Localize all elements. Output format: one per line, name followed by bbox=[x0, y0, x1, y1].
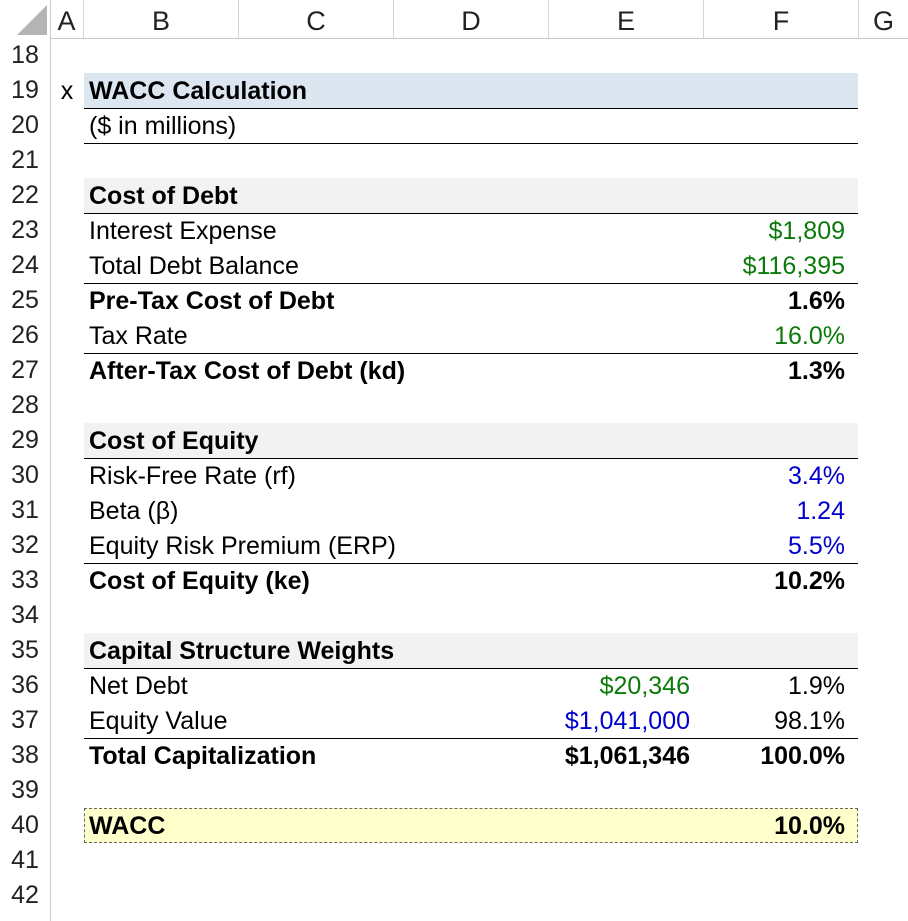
risk-free-rate-value[interactable]: 3.4% bbox=[788, 462, 845, 490]
cost-of-debt-band bbox=[84, 178, 858, 213]
row-header[interactable]: 25 bbox=[11, 286, 39, 314]
capital-structure-header[interactable]: Capital Structure Weights bbox=[89, 637, 395, 665]
row-header[interactable]: 22 bbox=[11, 181, 39, 209]
cost-of-equity-label[interactable]: Cost of Equity (ke) bbox=[89, 567, 310, 595]
marker-x[interactable]: x bbox=[60, 77, 74, 105]
aftertax-cost-label[interactable]: After-Tax Cost of Debt (kd) bbox=[89, 357, 406, 385]
row-header[interactable]: 28 bbox=[11, 391, 39, 419]
row-header[interactable]: 42 bbox=[11, 881, 39, 909]
row-header[interactable]: 34 bbox=[11, 601, 39, 629]
equity-value-amount[interactable]: $1,041,000 bbox=[564, 707, 690, 735]
total-capitalization-label[interactable]: Total Capitalization bbox=[89, 742, 317, 770]
row-header[interactable]: 32 bbox=[11, 531, 39, 559]
rule-pretax-top bbox=[84, 283, 858, 284]
net-debt-amount[interactable]: $20,346 bbox=[599, 672, 690, 700]
column-header-d[interactable]: D bbox=[394, 0, 549, 38]
cost-of-debt-header[interactable]: Cost of Debt bbox=[89, 182, 238, 210]
row-header[interactable]: 26 bbox=[11, 321, 39, 349]
row-header[interactable]: 24 bbox=[11, 251, 39, 279]
select-all-triangle-icon bbox=[17, 5, 47, 35]
row-header[interactable]: 19 bbox=[11, 76, 39, 104]
total-debt-value[interactable]: $116,395 bbox=[742, 252, 845, 280]
units-note[interactable]: ($ in millions) bbox=[89, 112, 237, 140]
rule-total-top bbox=[84, 738, 858, 739]
beta-value[interactable]: 1.24 bbox=[796, 497, 845, 525]
aftertax-cost-value[interactable]: 1.3% bbox=[788, 357, 845, 385]
tax-rate-value[interactable]: 16.0% bbox=[774, 322, 845, 350]
row-header[interactable]: 39 bbox=[11, 776, 39, 804]
row-header[interactable]: 37 bbox=[11, 706, 39, 734]
row-header[interactable]: 23 bbox=[11, 216, 39, 244]
cost-of-equity-value[interactable]: 10.2% bbox=[774, 567, 845, 595]
wacc-value[interactable]: 10.0% bbox=[774, 812, 845, 840]
beta-label[interactable]: Beta (β) bbox=[89, 497, 179, 525]
rule-title-bottom bbox=[84, 108, 858, 109]
row-header[interactable]: 36 bbox=[11, 671, 39, 699]
cost-of-equity-band bbox=[84, 423, 858, 458]
row-header[interactable]: 20 bbox=[11, 111, 39, 139]
row-header[interactable]: 30 bbox=[11, 461, 39, 489]
page-title[interactable]: WACC Calculation bbox=[89, 77, 308, 105]
rule-ke-top bbox=[84, 563, 858, 564]
column-header-f[interactable]: F bbox=[704, 0, 859, 38]
wacc-label[interactable]: WACC bbox=[89, 812, 166, 840]
title-band bbox=[84, 73, 858, 108]
row-header[interactable]: 29 bbox=[11, 426, 39, 454]
column-header-c[interactable]: C bbox=[239, 0, 394, 38]
rule-aftertax-top bbox=[84, 353, 858, 354]
row-header[interactable]: 41 bbox=[11, 846, 39, 874]
equity-value-weight[interactable]: 98.1% bbox=[774, 707, 845, 735]
capital-structure-band bbox=[84, 633, 858, 668]
row-header[interactable]: 18 bbox=[11, 41, 39, 69]
rule-subtitle-bottom bbox=[84, 143, 858, 144]
pretax-cost-value[interactable]: 1.6% bbox=[788, 287, 845, 315]
rule-debt-header-bottom bbox=[84, 213, 858, 214]
row-header[interactable]: 27 bbox=[11, 356, 39, 384]
total-capitalization-amount[interactable]: $1,061,346 bbox=[564, 742, 690, 770]
row-header[interactable]: 33 bbox=[11, 566, 39, 594]
select-all-corner[interactable] bbox=[0, 0, 51, 38]
interest-expense-value[interactable]: $1,809 bbox=[768, 217, 845, 245]
column-header-bar: A B C D E F G bbox=[0, 0, 908, 39]
column-header-e[interactable]: E bbox=[549, 0, 704, 38]
row-header[interactable]: 38 bbox=[11, 741, 39, 769]
interest-expense-label[interactable]: Interest Expense bbox=[89, 217, 277, 245]
row-header[interactable]: 35 bbox=[11, 636, 39, 664]
rule-equity-header-bottom bbox=[84, 458, 858, 459]
equity-value-label[interactable]: Equity Value bbox=[89, 707, 228, 735]
row-header-bar: 18 19 20 21 22 23 24 25 26 27 28 29 30 3… bbox=[0, 38, 51, 921]
net-debt-weight[interactable]: 1.9% bbox=[788, 672, 845, 700]
cost-of-equity-header[interactable]: Cost of Equity bbox=[89, 427, 259, 455]
erp-value[interactable]: 5.5% bbox=[788, 532, 845, 560]
wacc-band bbox=[84, 808, 858, 843]
row-header[interactable]: 40 bbox=[11, 811, 39, 839]
column-header-a[interactable]: A bbox=[50, 0, 84, 38]
rule-capital-header-bottom bbox=[84, 668, 858, 669]
column-header-g[interactable]: G bbox=[872, 6, 894, 36]
tax-rate-label[interactable]: Tax Rate bbox=[89, 322, 188, 350]
row-header[interactable]: 31 bbox=[11, 496, 39, 524]
total-capitalization-weight[interactable]: 100.0% bbox=[760, 742, 845, 770]
pretax-cost-label[interactable]: Pre-Tax Cost of Debt bbox=[89, 287, 335, 315]
risk-free-rate-label[interactable]: Risk-Free Rate (rf) bbox=[89, 462, 296, 490]
erp-label[interactable]: Equity Risk Premium (ERP) bbox=[89, 532, 396, 560]
net-debt-label[interactable]: Net Debt bbox=[89, 672, 188, 700]
row-header[interactable]: 21 bbox=[11, 146, 39, 174]
column-header-b[interactable]: B bbox=[84, 0, 239, 38]
total-debt-label[interactable]: Total Debt Balance bbox=[89, 252, 299, 280]
